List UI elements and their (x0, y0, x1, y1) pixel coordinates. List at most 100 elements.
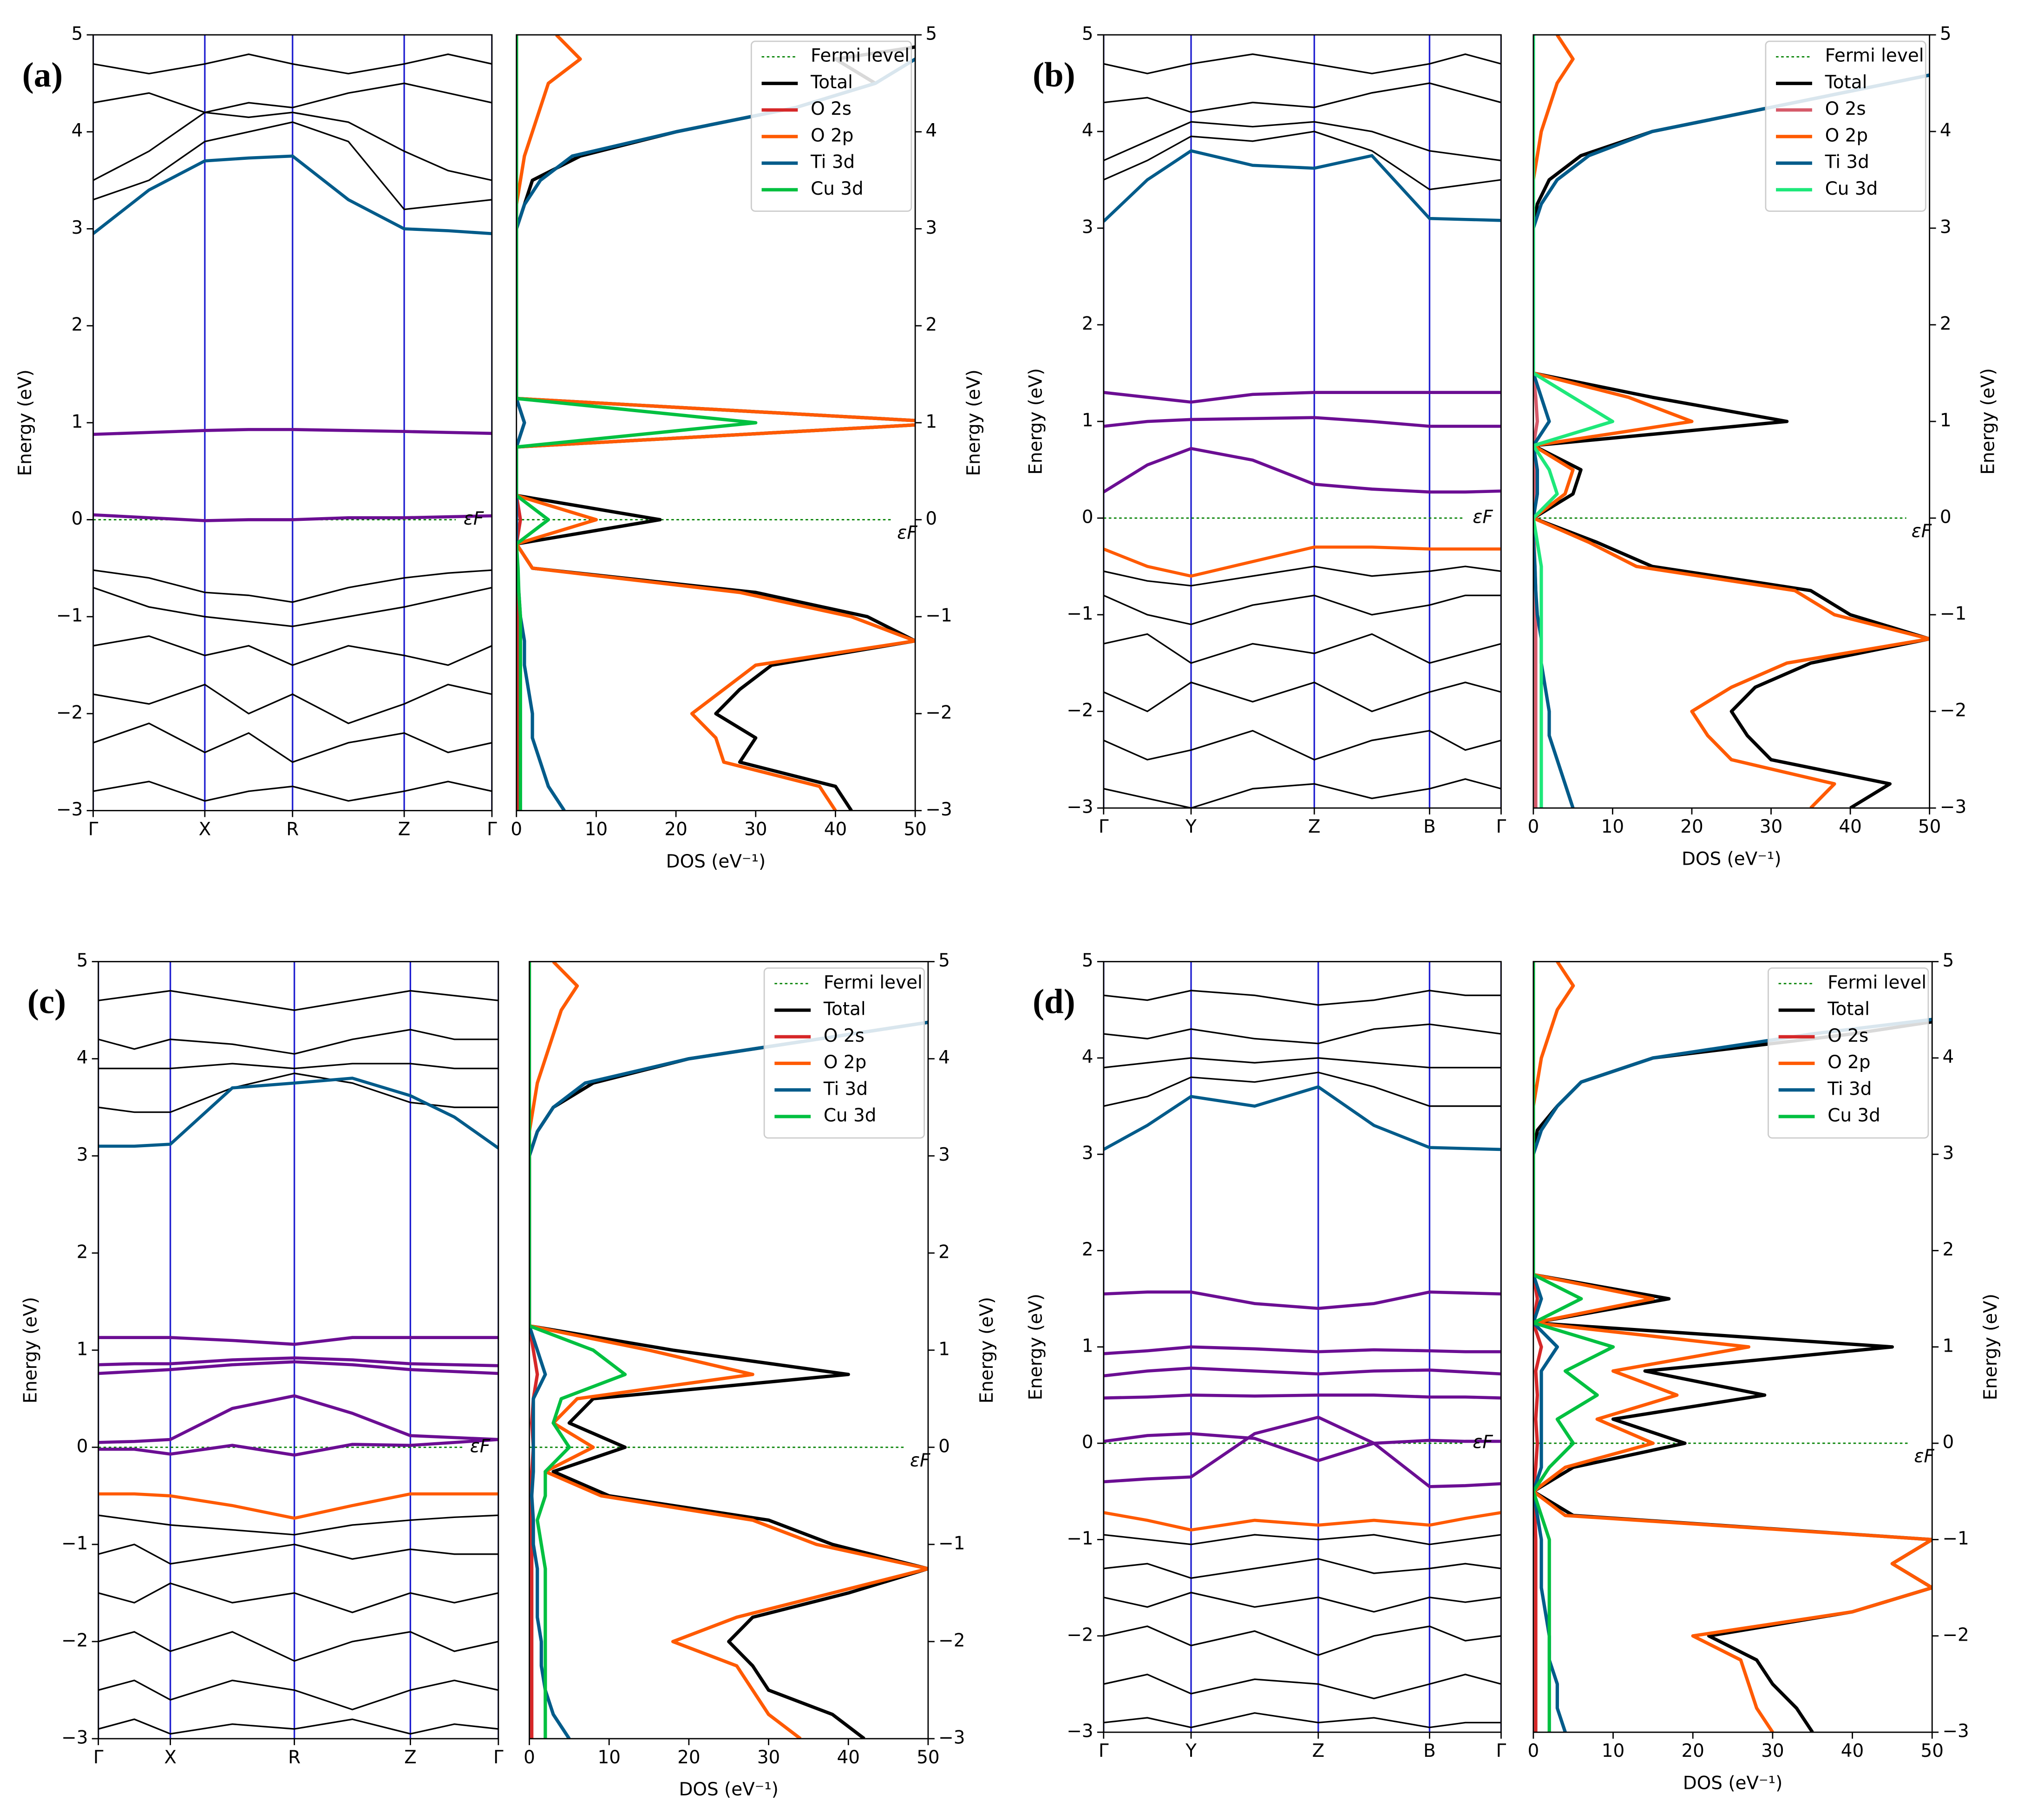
band (1103, 1558, 1501, 1579)
y-tick-label: −2 (1067, 1624, 1093, 1645)
band (1103, 1712, 1501, 1728)
legend-label: Ti 3d (1827, 1078, 1872, 1099)
legend-label: O 2s (824, 1025, 865, 1046)
fermi-label: εF (1473, 1432, 1493, 1453)
legend-label: Cu 3d (1825, 178, 1878, 199)
y-tick-label: −2 (938, 1630, 965, 1651)
x-tick-label: 20 (1680, 816, 1703, 837)
dos-line (1533, 35, 1539, 808)
x-tick-label: 40 (1841, 1741, 1864, 1761)
y-axis-label: Energy (eV) (15, 369, 36, 476)
band (93, 428, 492, 436)
plot-area (529, 961, 928, 1739)
plot-area (1533, 35, 1930, 808)
dos-line (1533, 961, 1543, 1733)
y-tick-label: −2 (1940, 700, 1966, 721)
x-axis-label: DOS (eV⁻¹) (679, 1779, 779, 1800)
y-tick-label: 2 (1082, 1239, 1094, 1260)
x-tick-label: Γ (88, 819, 98, 840)
band (93, 121, 492, 210)
y-tick-label: 4 (72, 120, 83, 141)
band (1103, 447, 1501, 494)
axes-frame (516, 34, 916, 811)
x-tick-label: 20 (1681, 1741, 1704, 1761)
band (98, 1492, 498, 1520)
y-tick-label: 2 (1940, 314, 1952, 335)
band (93, 683, 492, 724)
y-tick-label: 5 (77, 950, 88, 971)
dos-line (516, 57, 916, 811)
y-tick-label: 5 (1082, 24, 1094, 45)
x-tick-label: 30 (1761, 1741, 1784, 1761)
dos-line (529, 961, 539, 1739)
x-tick-label: 50 (1918, 816, 1941, 837)
axes-frame (92, 34, 493, 811)
band (98, 1072, 498, 1113)
legend-label: Ti 3d (810, 152, 855, 173)
dos-line (1533, 73, 1930, 808)
band (1103, 1057, 1501, 1069)
y-tick-label: 3 (1940, 217, 1952, 238)
axes-frame (1533, 34, 1931, 809)
dos-line (516, 35, 916, 811)
legend-label: Total (810, 72, 853, 93)
x-tick-label: 10 (1601, 816, 1624, 837)
band (1103, 545, 1501, 578)
y-tick-label: 0 (1940, 507, 1952, 528)
y-tick-label: 0 (925, 508, 937, 529)
y-tick-label: −1 (925, 605, 952, 626)
y-tick-label: 2 (1082, 314, 1094, 335)
x-tick-label: Γ (493, 1747, 504, 1768)
band (1103, 1345, 1501, 1355)
band (1103, 990, 1501, 1006)
legend-label: Fermi level (811, 46, 910, 66)
band (1103, 565, 1501, 587)
axes-frame (529, 961, 929, 1740)
y-tick-label: 2 (938, 1242, 950, 1262)
band (98, 1029, 498, 1055)
y-tick-label: 0 (72, 508, 83, 529)
legend-label: O 2p (1827, 1052, 1870, 1073)
y-tick-label: −1 (1940, 604, 1966, 624)
y2-axis-label: Energy (eV) (963, 369, 984, 476)
x-tick-label: Γ (1099, 1741, 1109, 1761)
axes-frame (1533, 961, 1933, 1733)
y-tick-label: 2 (77, 1242, 88, 1262)
fermi-label: εF (897, 523, 917, 544)
band (93, 112, 492, 181)
y-tick-label: 3 (1942, 1143, 1954, 1164)
legend-label: O 2s (1825, 99, 1866, 119)
legend-label: Ti 3d (823, 1078, 868, 1099)
y-tick-label: 4 (77, 1047, 88, 1068)
x-tick-label: X (199, 819, 211, 840)
y-tick-label: 0 (1942, 1432, 1954, 1453)
y-tick-label: 4 (1940, 120, 1952, 141)
x-tick-label: Y (1185, 816, 1197, 837)
axes-frame (1103, 961, 1502, 1733)
y-tick-label: −3 (1942, 1721, 1969, 1742)
x-tick-label: 10 (1602, 1741, 1624, 1761)
band (1103, 1367, 1501, 1378)
x-tick-label: Y (1185, 1741, 1197, 1761)
y-tick-label: −3 (1067, 797, 1093, 818)
band (1103, 121, 1501, 162)
dos-line (529, 961, 627, 1739)
band (98, 1394, 498, 1444)
legend-label: O 2s (811, 99, 852, 119)
band (93, 722, 492, 763)
x-tick-label: X (164, 1747, 177, 1768)
y-tick-label: −3 (1067, 1721, 1093, 1742)
y-tick-label: −2 (925, 702, 952, 723)
band (1103, 633, 1501, 664)
band (93, 154, 492, 236)
x-tick-label: Γ (1496, 816, 1507, 837)
band (1103, 729, 1501, 761)
x-tick-label: 50 (917, 1747, 939, 1768)
legend-label: Fermi level (1827, 972, 1926, 993)
x-tick-label: Γ (93, 1747, 104, 1768)
x-tick-label: 30 (757, 1747, 780, 1768)
legend-label: Cu 3d (1827, 1105, 1880, 1126)
y-tick-label: 5 (1940, 24, 1952, 45)
y-tick-label: −3 (61, 1727, 88, 1748)
